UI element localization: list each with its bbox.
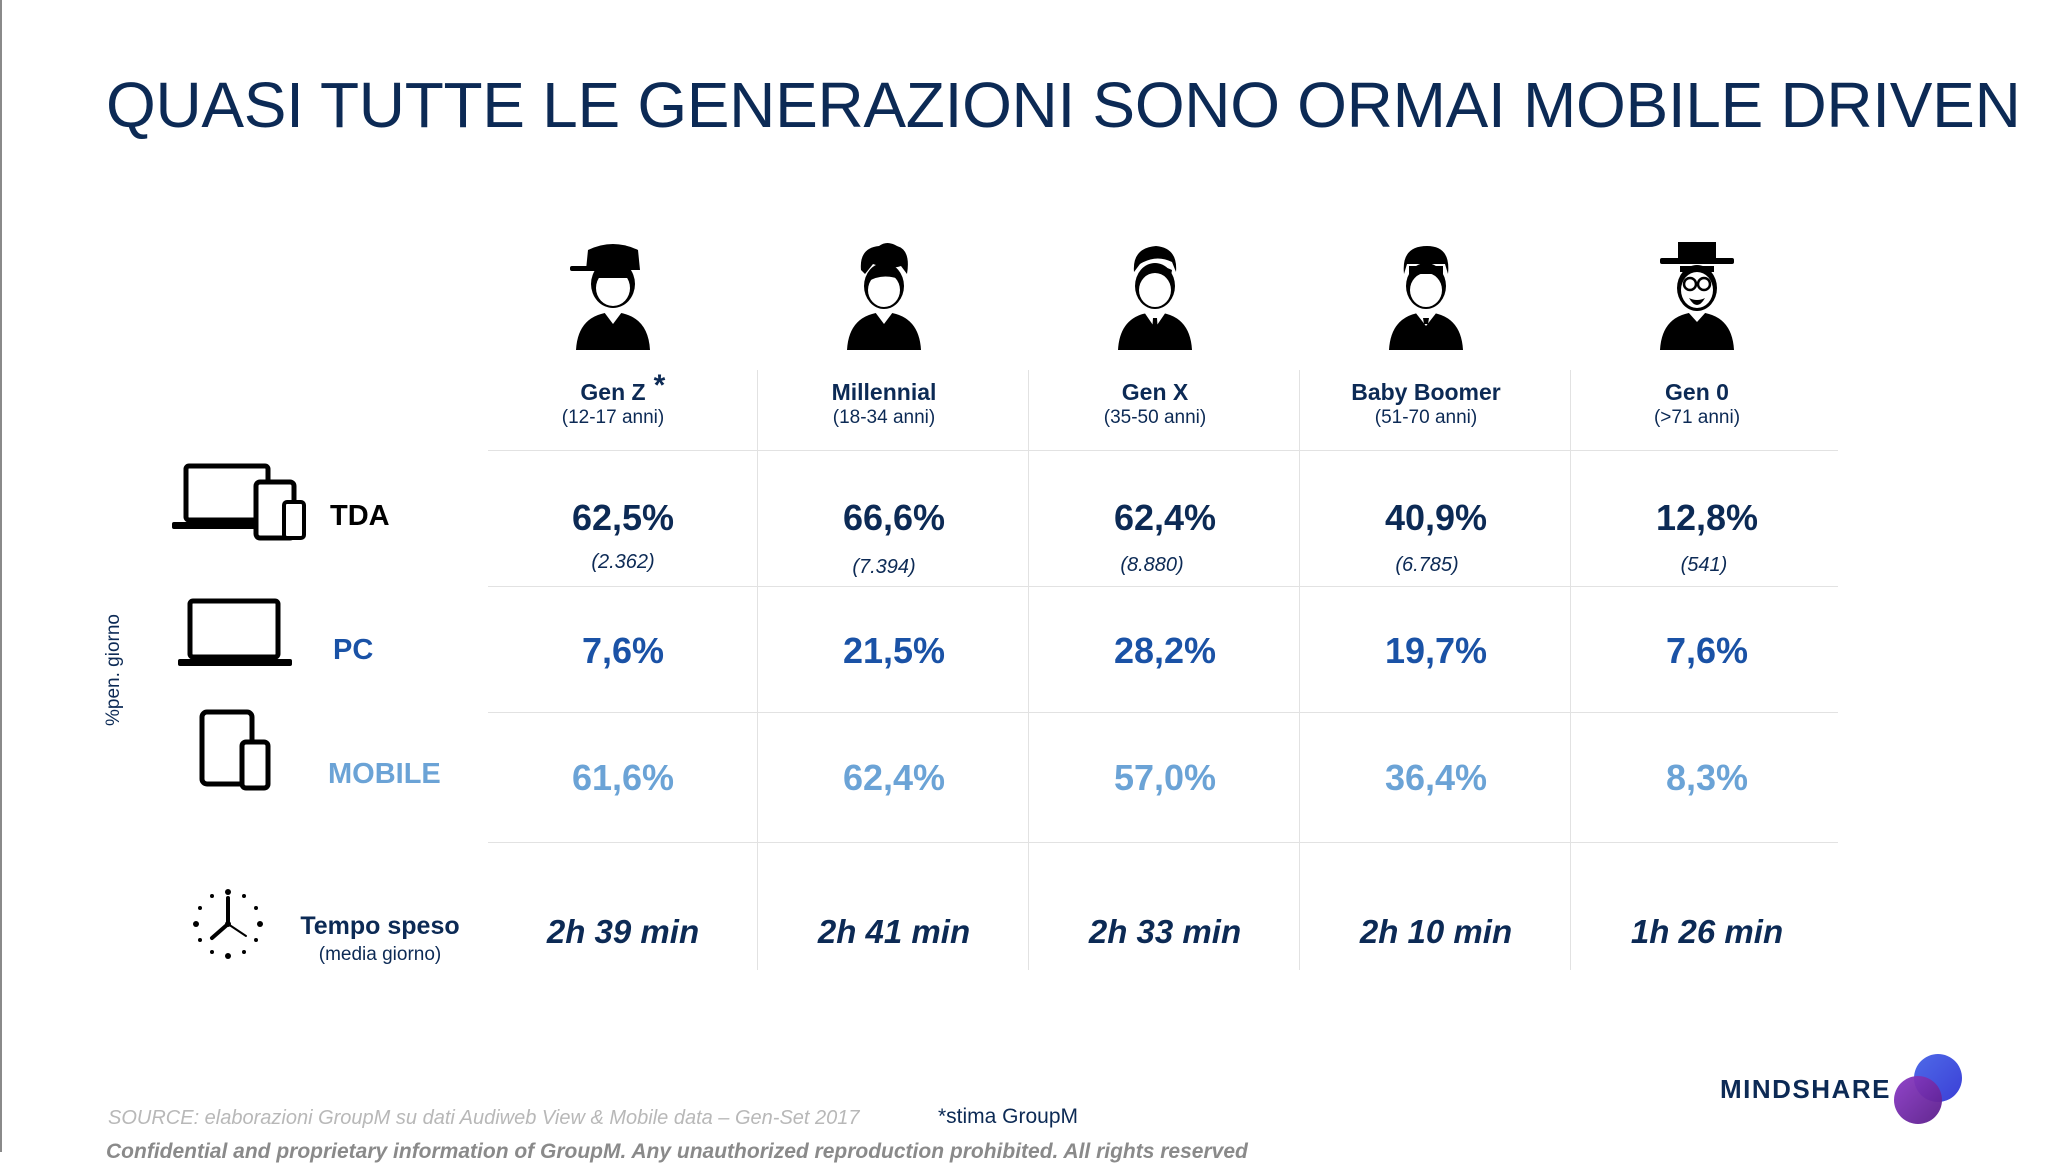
confidentiality-notice: Confidential and proprietary information… [106, 1140, 1248, 1163]
gen-column-header-gen-0: Gen 0 (>71 anni) [1567, 240, 1827, 430]
estimate-asterisk: * [653, 369, 666, 402]
tda-value-baby-boomer: 40,9% [1384, 497, 1488, 538]
gen-age-range: (51-70 anni) [1374, 407, 1478, 428]
mindshare-logo-icon [1894, 1054, 1962, 1124]
time-value-gen-z: 2h 39 min [546, 913, 700, 950]
row-divider [488, 842, 1838, 843]
pc-value-gen-x: 28,2% [1113, 630, 1217, 671]
slide-title: QUASI TUTTE LE GENERAZIONI SONO ORMAI MO… [106, 69, 2021, 141]
mobile-value-gen-x: 57,0% [1113, 757, 1217, 798]
pc-value-gen-0: 7,6% [1665, 630, 1749, 671]
boomer-avatar-icon [1389, 246, 1463, 350]
elder-hat-glasses-avatar-icon [1660, 242, 1734, 350]
row-label-tda: TDA [330, 500, 390, 532]
gen-column-header-millennial: Millennial (18-34 anni) [754, 240, 1014, 430]
tda-value-gen-z: 62,5% [571, 497, 675, 538]
estimate-note: *stima GroupM [938, 1105, 1079, 1128]
pc-value-gen-z: 7,6% [581, 630, 665, 671]
gen-age-range: (12-17 anni) [561, 407, 665, 428]
gen-name: Gen X [1121, 379, 1189, 405]
laptop-icon [178, 598, 292, 666]
gen-name: Gen 0 [1665, 379, 1729, 405]
row-divider [488, 712, 1838, 713]
gen-age-range: (18-34 anni) [832, 407, 936, 428]
gen-column-header-baby-boomer: Baby Boomer (51-70 anni) [1296, 240, 1556, 430]
tda-count-millennial: (7.394) [852, 556, 916, 578]
clock-icon [193, 889, 263, 959]
column-divider [757, 370, 758, 970]
row-label-time-spent: Tempo speso (media giorno) [270, 912, 490, 966]
row-divider [488, 450, 1838, 451]
slide-left-border [0, 0, 2, 1152]
tda-value-gen-0: 12,8% [1655, 497, 1759, 538]
tda-count-gen-z: (2.362) [591, 551, 655, 573]
row-divider [488, 586, 1838, 587]
tda-count-gen-x: (8.880) [1120, 554, 1184, 576]
genx-tie-avatar-icon [1118, 246, 1192, 350]
time-spent-sublabel: (media giorno) [318, 944, 442, 965]
tablet-phone-icon [199, 709, 271, 791]
mobile-value-gen-0: 8,3% [1665, 757, 1749, 798]
time-value-gen-0: 1h 26 min [1630, 913, 1784, 950]
row-label-pc: PC [333, 634, 374, 666]
side-axis-label: %pen. giorno [103, 614, 124, 726]
gen-age-range: (>71 anni) [1653, 407, 1741, 428]
gen-column-header-gen-z: Gen Z * (12-17 anni) [483, 240, 743, 430]
tda-value-gen-x: 62,4% [1113, 497, 1217, 538]
gen-name: Millennial [831, 379, 937, 405]
time-value-millennial: 2h 41 min [817, 913, 971, 950]
column-divider [1299, 370, 1300, 970]
tda-count-baby-boomer: (6.785) [1395, 554, 1459, 576]
mobile-value-millennial: 62,4% [842, 757, 946, 798]
gen-name: Baby Boomer [1351, 379, 1501, 405]
teen-cap-avatar-icon [570, 244, 650, 350]
all-devices-icon [172, 463, 306, 541]
gen-name: Gen Z [580, 379, 646, 405]
mobile-value-gen-z: 61,6% [571, 757, 675, 798]
tda-count-gen-0: (541) [1680, 554, 1728, 576]
gen-age-range: (35-50 anni) [1103, 407, 1207, 428]
row-label-mobile: MOBILE [328, 758, 441, 790]
column-divider [1028, 370, 1029, 970]
gen-column-header-gen-x: Gen X (35-50 anni) [1025, 240, 1285, 430]
tda-value-millennial: 66,6% [842, 497, 946, 538]
mobile-value-baby-boomer: 36,4% [1384, 757, 1488, 798]
time-value-baby-boomer: 2h 10 min [1359, 913, 1513, 950]
column-divider [1570, 370, 1571, 970]
source-note: SOURCE: elaborazioni GroupM su dati Audi… [108, 1107, 860, 1129]
pc-value-baby-boomer: 19,7% [1384, 630, 1488, 671]
time-value-gen-x: 2h 33 min [1088, 913, 1242, 950]
brand-wordmark: MINDSHARE [1720, 1074, 1891, 1104]
time-spent-label: Tempo speso [300, 912, 460, 940]
millennial-avatar-icon [847, 243, 921, 350]
pc-value-millennial: 21,5% [842, 630, 946, 671]
